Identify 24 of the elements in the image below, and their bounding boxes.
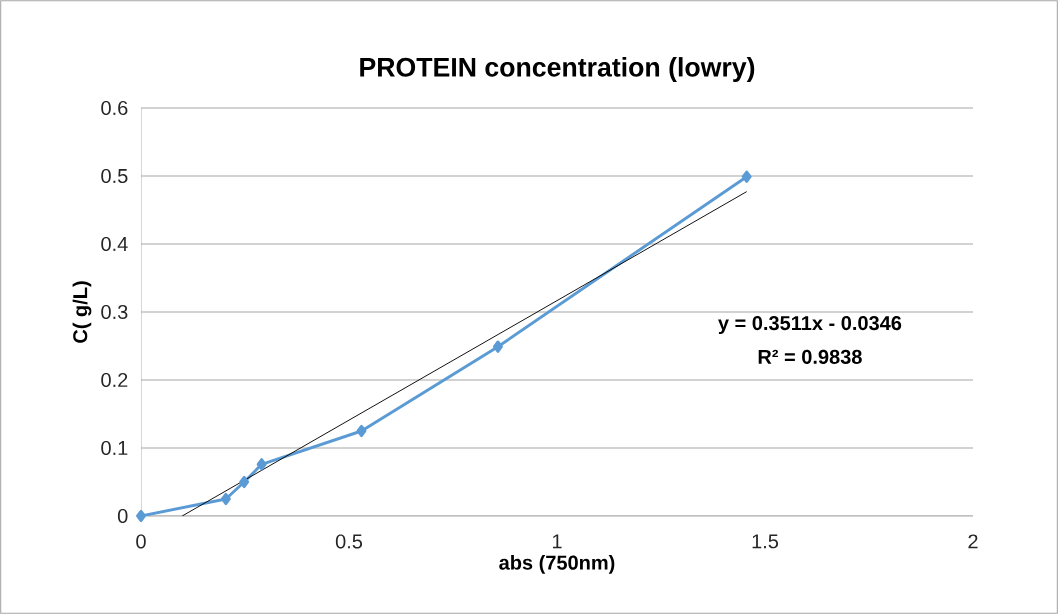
point bbox=[220, 492, 231, 506]
y-tick-label: 0.4 bbox=[101, 236, 128, 252]
annotation: y = 0.3511x - 0.0346 bbox=[718, 315, 902, 335]
annotation: R² = 0.9838 bbox=[758, 349, 862, 364]
point bbox=[356, 424, 367, 438]
point bbox=[741, 170, 752, 183]
y-tick-label: 0.2 bbox=[101, 372, 128, 388]
y-tick-label: 0.5 bbox=[101, 168, 128, 184]
x-tick-label: 0 bbox=[136, 534, 146, 549]
x-tick-label: 1 bbox=[552, 534, 562, 549]
y-tick-label: 0.6 bbox=[101, 100, 128, 116]
y-tick-label: 0.3 bbox=[101, 304, 128, 320]
point bbox=[492, 340, 503, 353]
x-tick-label: 1.5 bbox=[752, 534, 779, 549]
point bbox=[239, 475, 250, 489]
chart-title: PROTEIN concentration (lowry) bbox=[360, 57, 755, 82]
point bbox=[256, 458, 267, 471]
x-tick-label: 0.5 bbox=[335, 534, 363, 549]
y-tick-label: 0.1 bbox=[101, 440, 128, 456]
x-axis-title: abs (750nm) bbox=[499, 555, 615, 574]
point bbox=[136, 509, 146, 523]
y-tick-label: 0 bbox=[117, 508, 128, 524]
y-axis-title: C( g/L) bbox=[72, 281, 92, 343]
x-tick-label: 2 bbox=[968, 534, 978, 549]
